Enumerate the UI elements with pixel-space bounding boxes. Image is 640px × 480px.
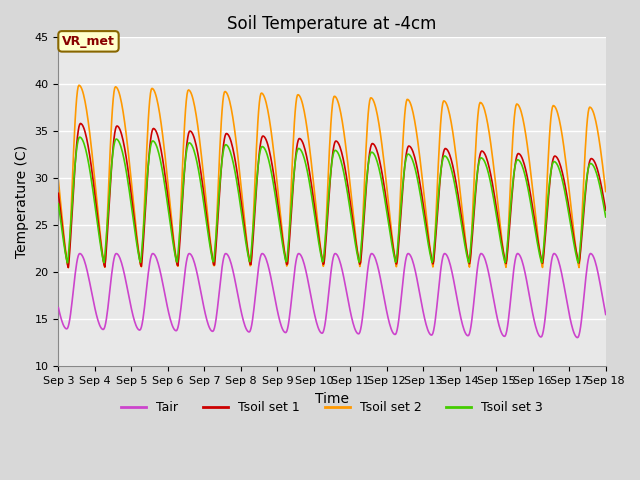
Text: VR_met: VR_met [62,35,115,48]
X-axis label: Time: Time [315,392,349,406]
Y-axis label: Temperature (C): Temperature (C) [15,145,29,258]
Legend: Tair, Tsoil set 1, Tsoil set 2, Tsoil set 3: Tair, Tsoil set 1, Tsoil set 2, Tsoil se… [116,396,548,420]
Title: Soil Temperature at -4cm: Soil Temperature at -4cm [227,15,436,33]
